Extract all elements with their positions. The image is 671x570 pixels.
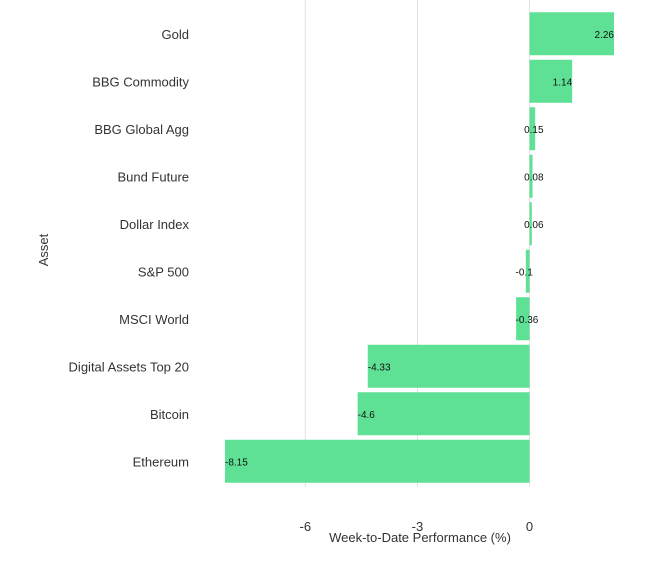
data-label: 0.08 [524,172,544,183]
data-label: -4.6 [358,410,376,421]
bar [529,154,533,198]
x-tick-labels: -6 -3 0 [300,519,534,534]
bar [367,344,530,388]
category-label: Bund Future [117,169,189,184]
bar [516,297,530,341]
category-label: Ethereum [133,454,189,469]
category-label: BBG Commodity [92,74,189,89]
category-label: Bitcoin [150,407,189,422]
x-tick-label: -6 [300,519,312,534]
y-axis-title: Asset [36,233,51,266]
category-label: BBG Global Agg [94,122,189,137]
bar [525,249,530,293]
x-tick-label: 0 [526,519,533,534]
data-labels: 2.26 1.14 0.15 0.08 0.06 -0.1 -0.36 -4.33 -4.6 -8… [225,30,614,469]
category-label: Gold [162,27,189,42]
data-label: 1.14 [553,77,573,88]
data-label: 2.26 [595,30,615,41]
data-label: 0.15 [524,125,544,136]
bar [529,12,614,56]
x-tick-label: -3 [412,519,424,534]
bars [225,12,614,483]
bar [357,392,530,436]
data-label: 0.06 [524,220,544,231]
bar [529,202,532,246]
bar [225,439,530,483]
data-label: -8.15 [225,457,248,468]
bar [529,59,573,103]
data-label: -0.36 [516,315,539,326]
x-axis-title: Week-to-Date Performance (%) [329,530,511,545]
category-label: Dollar Index [120,217,190,232]
category-label: MSCI World [119,312,189,327]
category-label: S&P 500 [138,264,189,279]
category-labels: Gold BBG Commodity BBG Global Agg Bund Futu… [69,27,190,470]
data-label: -0.1 [516,267,534,278]
category-label: Digital Assets Top 20 [69,359,189,374]
bar [529,107,536,151]
data-label: -4.33 [368,362,391,373]
